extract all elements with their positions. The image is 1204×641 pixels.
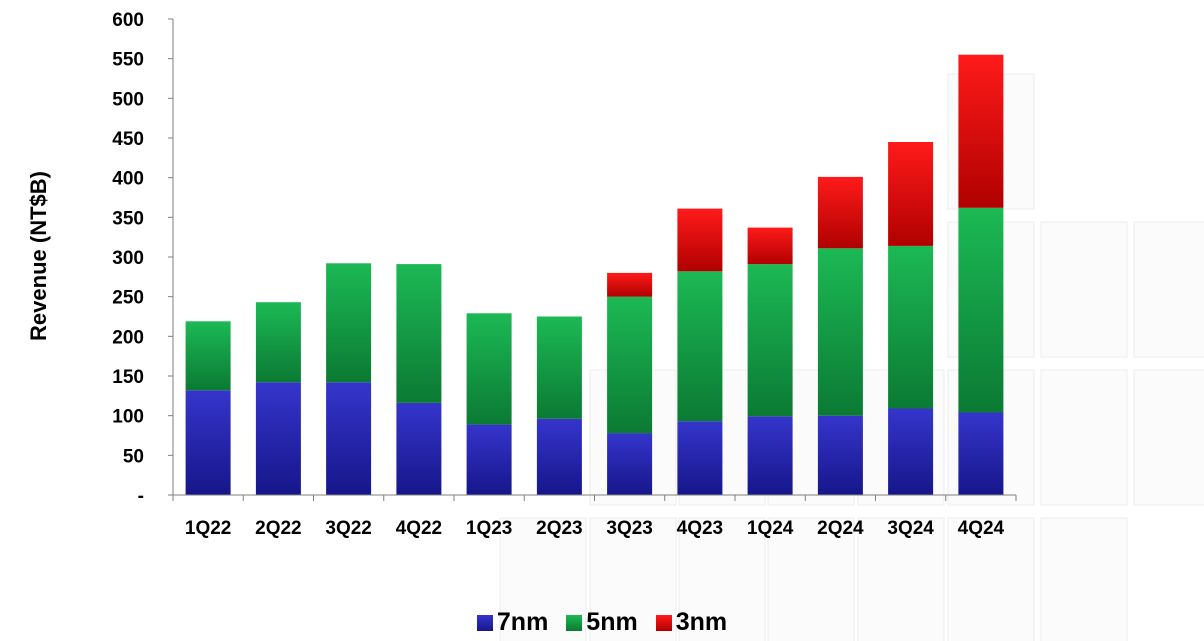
bar-5nm-2Q22 bbox=[255, 302, 301, 383]
x-tick-label: 4Q22 bbox=[396, 518, 442, 539]
legend: 7nm 5nm 3nm bbox=[0, 608, 1204, 637]
background-tile bbox=[678, 517, 766, 641]
bar-5nm-2Q23 bbox=[536, 316, 582, 419]
y-tick-label: 100 bbox=[112, 407, 144, 428]
x-tick-label: 4Q24 bbox=[958, 518, 1005, 539]
background-tile bbox=[767, 517, 855, 641]
legend-label: 5nm bbox=[586, 608, 638, 636]
x-tick-label: 1Q24 bbox=[747, 518, 794, 539]
bar-5nm-1Q24 bbox=[747, 264, 793, 417]
bar-7nm-2Q24 bbox=[817, 415, 863, 495]
x-tick-label: 1Q23 bbox=[466, 518, 512, 539]
y-tick-label: 300 bbox=[112, 248, 144, 269]
bar-7nm-1Q23 bbox=[466, 424, 512, 495]
bar-5nm-2Q24 bbox=[817, 248, 863, 416]
x-tick-label: 2Q24 bbox=[817, 518, 864, 539]
bar-7nm-3Q22 bbox=[326, 382, 372, 495]
bar-5nm-3Q22 bbox=[326, 263, 372, 383]
x-tick-label: 4Q23 bbox=[677, 518, 723, 539]
y-tick-label: 550 bbox=[112, 50, 144, 71]
axes-layer: - 50 100 150 200 250 300 350 400 450 500 550 600 1Q22… bbox=[112, 10, 1017, 539]
bar-3nm-2Q24 bbox=[817, 176, 863, 249]
bar-3nm-4Q24 bbox=[958, 54, 1004, 208]
y-axis-title: Revenue (NT$B) bbox=[26, 171, 51, 341]
y-tick-label: 400 bbox=[112, 169, 144, 190]
x-tick-label: 1Q22 bbox=[185, 518, 231, 539]
bar-5nm-1Q22 bbox=[185, 321, 231, 391]
bar-5nm-4Q24 bbox=[958, 207, 1004, 413]
bar-3nm-3Q23 bbox=[607, 272, 653, 297]
y-tick-label: - bbox=[138, 486, 144, 507]
y-tick-label: 500 bbox=[112, 89, 144, 110]
legend-item-5nm: 5nm bbox=[566, 608, 638, 637]
bar-7nm-4Q23 bbox=[677, 421, 723, 495]
bar-3nm-4Q23 bbox=[677, 208, 723, 272]
x-tick-label: 2Q22 bbox=[255, 518, 301, 539]
bar-7nm-1Q24 bbox=[747, 416, 793, 495]
legend-swatch bbox=[655, 614, 672, 631]
y-tick-label: 200 bbox=[112, 327, 144, 348]
bar-7nm-4Q24 bbox=[958, 412, 1004, 495]
background-tile bbox=[1133, 369, 1204, 506]
bar-7nm-3Q24 bbox=[888, 408, 934, 495]
bar-5nm-4Q22 bbox=[396, 264, 442, 403]
x-tick-label: 3Q22 bbox=[325, 518, 371, 539]
background-tile bbox=[1040, 369, 1128, 506]
bar-7nm-2Q23 bbox=[536, 418, 582, 495]
background-tile bbox=[1040, 517, 1128, 641]
background-tile bbox=[1133, 221, 1204, 358]
x-tick-label: 3Q23 bbox=[606, 518, 652, 539]
bar-7nm-4Q22 bbox=[396, 403, 442, 495]
bar-7nm-2Q22 bbox=[255, 382, 301, 495]
legend-item-7nm: 7nm bbox=[476, 608, 549, 637]
y-tick-label: 250 bbox=[112, 288, 144, 309]
legend-label: 3nm bbox=[675, 608, 728, 636]
bar-5nm-3Q24 bbox=[888, 245, 934, 409]
bar-3nm-1Q24 bbox=[747, 227, 793, 265]
bar-7nm-1Q22 bbox=[185, 390, 231, 495]
y-tick-label: 50 bbox=[123, 446, 144, 467]
y-tick-label: 350 bbox=[112, 208, 144, 229]
background-tile bbox=[947, 517, 1035, 641]
legend-swatch bbox=[476, 614, 493, 631]
bar-5nm-1Q23 bbox=[466, 313, 512, 425]
bar-5nm-3Q23 bbox=[607, 296, 653, 434]
bar-3nm-3Q24 bbox=[888, 142, 934, 246]
y-tick-label: 600 bbox=[112, 10, 144, 31]
background-tile bbox=[857, 517, 945, 641]
legend-label: 7nm bbox=[496, 608, 549, 636]
bars-layer bbox=[185, 54, 1004, 495]
background-tile bbox=[1040, 221, 1128, 358]
y-tick-label: 450 bbox=[112, 129, 144, 150]
y-tick-label: 150 bbox=[112, 367, 144, 388]
legend-swatch bbox=[566, 614, 583, 631]
x-tick-label: 3Q24 bbox=[887, 518, 934, 539]
bar-5nm-4Q23 bbox=[677, 271, 723, 422]
legend-item-3nm: 3nm bbox=[655, 608, 728, 637]
x-tick-label: 2Q23 bbox=[536, 518, 582, 539]
bar-7nm-3Q23 bbox=[607, 433, 653, 495]
